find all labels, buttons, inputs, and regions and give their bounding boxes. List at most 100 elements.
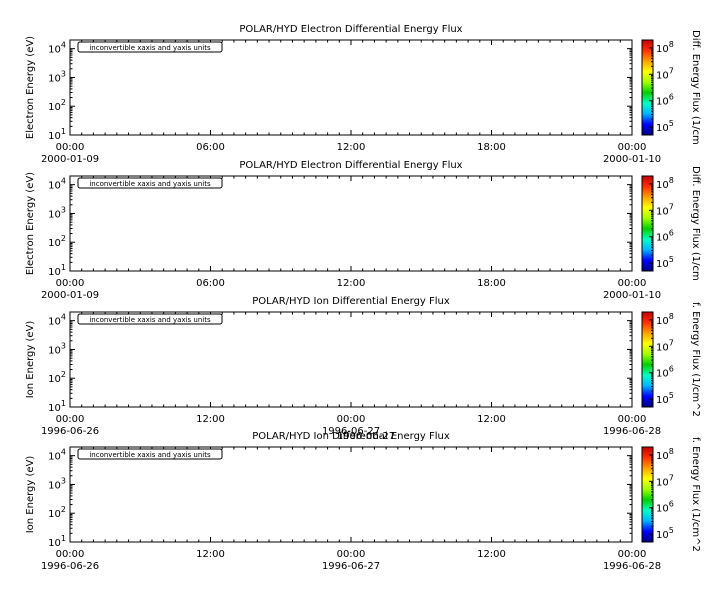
y-tick-label: 101	[48, 263, 66, 278]
y-tick-label-base: 10	[48, 452, 61, 463]
y-tick-label-base: 10	[48, 102, 61, 113]
colorbar-tick-label: 106	[656, 229, 674, 244]
y-tick-label-exp: 1	[61, 399, 66, 408]
y-tick-label: 101	[48, 534, 66, 549]
panel-4: POLAR/HYD Ion Differential Energy Flux10…	[25, 431, 701, 572]
colorbar-tick-label-exp: 7	[669, 473, 674, 482]
colorbar-tick-label: 105	[656, 526, 674, 541]
y-tick-label: 103	[48, 341, 66, 356]
colorbar-tick-label-base: 10	[656, 259, 669, 270]
colorbar-tick-label-base: 10	[656, 316, 669, 327]
colorbar	[641, 446, 654, 543]
annotation-text: inconvertible xaxis and yaxis units	[89, 180, 211, 188]
panel-title: POLAR/HYD Ion Differential Energy Flux	[252, 296, 450, 307]
colorbar-tick-label-exp: 5	[669, 526, 674, 535]
y-tick-label-exp: 4	[61, 41, 66, 50]
x-tick-date: 2000-01-09	[41, 154, 99, 165]
y-tick-label-base: 10	[48, 345, 61, 356]
colorbar-tick-label: 105	[656, 119, 674, 134]
annotation-box: inconvertible xaxis and yaxis units	[77, 313, 223, 325]
y-tick-label: 104	[48, 41, 66, 56]
colorbar-tick-label-exp: 7	[669, 66, 674, 75]
colorbar-label: f. Energy Flux (1/cm^2	[690, 302, 701, 417]
colorbar-tick-label-exp: 8	[669, 447, 674, 456]
colorbar-tick-label-base: 10	[656, 123, 669, 134]
colorbar	[641, 39, 654, 136]
x-tick-label: 18:00	[477, 278, 506, 289]
y-tick-label-base: 10	[48, 538, 61, 549]
x-tick-label: 12:00	[337, 278, 366, 289]
y-tick-label: 102	[48, 370, 66, 385]
colorbar-tick-label-exp: 5	[669, 119, 674, 128]
colorbar-tick-label-base: 10	[656, 530, 669, 541]
colorbar-tick-label-base: 10	[656, 97, 669, 108]
x-tick-label: 12:00	[337, 142, 366, 153]
colorbar-tick-label-base: 10	[656, 70, 669, 81]
x-tick-label: 00:00	[618, 549, 647, 560]
y-tick-label: 102	[48, 505, 66, 520]
y-tick-label-exp: 3	[61, 205, 66, 214]
x-tick-date: 1996-06-28	[603, 561, 661, 572]
annotation-text: inconvertible xaxis and yaxis units	[89, 451, 211, 459]
colorbar-tick-label: 105	[656, 255, 674, 270]
y-tick-label-base: 10	[48, 480, 61, 491]
x-tick-date: 2000-01-09	[41, 290, 99, 301]
annotation-box: inconvertible xaxis and yaxis units	[77, 448, 223, 460]
x-tick-label: 00:00	[337, 414, 366, 425]
panel-title: POLAR/HYD Electron Differential Energy F…	[239, 24, 462, 35]
y-tick-label-base: 10	[48, 73, 61, 84]
overlay-text: 1996-06-27	[337, 431, 395, 442]
colorbar-tick-label: 107	[656, 338, 674, 353]
colorbar-tick-label-base: 10	[656, 369, 669, 380]
panel-1: POLAR/HYD Electron Differential Energy F…	[25, 24, 701, 165]
colorbar-tick-label-base: 10	[656, 451, 669, 462]
colorbar-tick-label-base: 10	[656, 477, 669, 488]
colorbar	[641, 311, 654, 408]
x-tick-date: 1996-06-28	[603, 426, 661, 437]
y-tick-label-exp: 1	[61, 263, 66, 272]
y-tick-label: 102	[48, 234, 66, 249]
plot-area	[69, 311, 633, 408]
y-tick-label: 103	[48, 476, 66, 491]
y-tick-label-exp: 3	[61, 476, 66, 485]
x-tick-label: 12:00	[477, 414, 506, 425]
x-tick-date: 2000-01-10	[603, 290, 661, 301]
y-tick-label: 103	[48, 69, 66, 84]
y-tick-label-exp: 2	[61, 234, 66, 243]
x-tick-label: 00:00	[618, 414, 647, 425]
colorbar-tick-label-exp: 6	[669, 229, 674, 238]
colorbar-tick-label: 106	[656, 365, 674, 380]
y-tick-label-base: 10	[48, 317, 61, 328]
y-tick-label-exp: 1	[61, 127, 66, 136]
annotation-box: inconvertible xaxis and yaxis units	[77, 41, 223, 53]
colorbar-tick-label-exp: 8	[669, 40, 674, 49]
y-tick-label-base: 10	[48, 181, 61, 192]
colorbar-tick-label-exp: 8	[669, 176, 674, 185]
panel-title: POLAR/HYD Electron Differential Energy F…	[239, 160, 462, 171]
annotation-frame	[77, 448, 223, 460]
colorbar-tick-label-base: 10	[656, 504, 669, 515]
y-tick-label: 101	[48, 399, 66, 414]
colorbar	[641, 175, 654, 272]
annotation-frame	[77, 313, 223, 325]
x-tick-date: 1996-06-27	[322, 426, 380, 437]
colorbar-tick-label-exp: 6	[669, 93, 674, 102]
y-axis-label: Electron Energy (eV)	[25, 36, 36, 139]
colorbar-label: Diff. Energy Flux (1/cm	[690, 166, 701, 281]
colorbar-tick-label-base: 10	[656, 233, 669, 244]
colorbar-tick-label-exp: 8	[669, 312, 674, 321]
colorbar-tick-label-exp: 5	[669, 391, 674, 400]
colorbar-tick-label: 108	[656, 312, 674, 327]
x-tick-label: 06:00	[196, 278, 225, 289]
colorbar-tick-label-exp: 6	[669, 365, 674, 374]
y-tick-label-base: 10	[48, 403, 61, 414]
annotation-text: inconvertible xaxis and yaxis units	[89, 44, 211, 52]
annotation-box: inconvertible xaxis and yaxis units	[77, 177, 223, 189]
colorbar-tick-label: 105	[656, 391, 674, 406]
y-tick-label-base: 10	[48, 209, 61, 220]
y-tick-label: 104	[48, 448, 66, 463]
colorbar-tick-label-base: 10	[656, 44, 669, 55]
colorbar-tick-label-exp: 6	[669, 500, 674, 509]
panel-3: POLAR/HYD Ion Differential Energy Flux10…	[25, 296, 701, 437]
y-tick-label: 102	[48, 98, 66, 113]
